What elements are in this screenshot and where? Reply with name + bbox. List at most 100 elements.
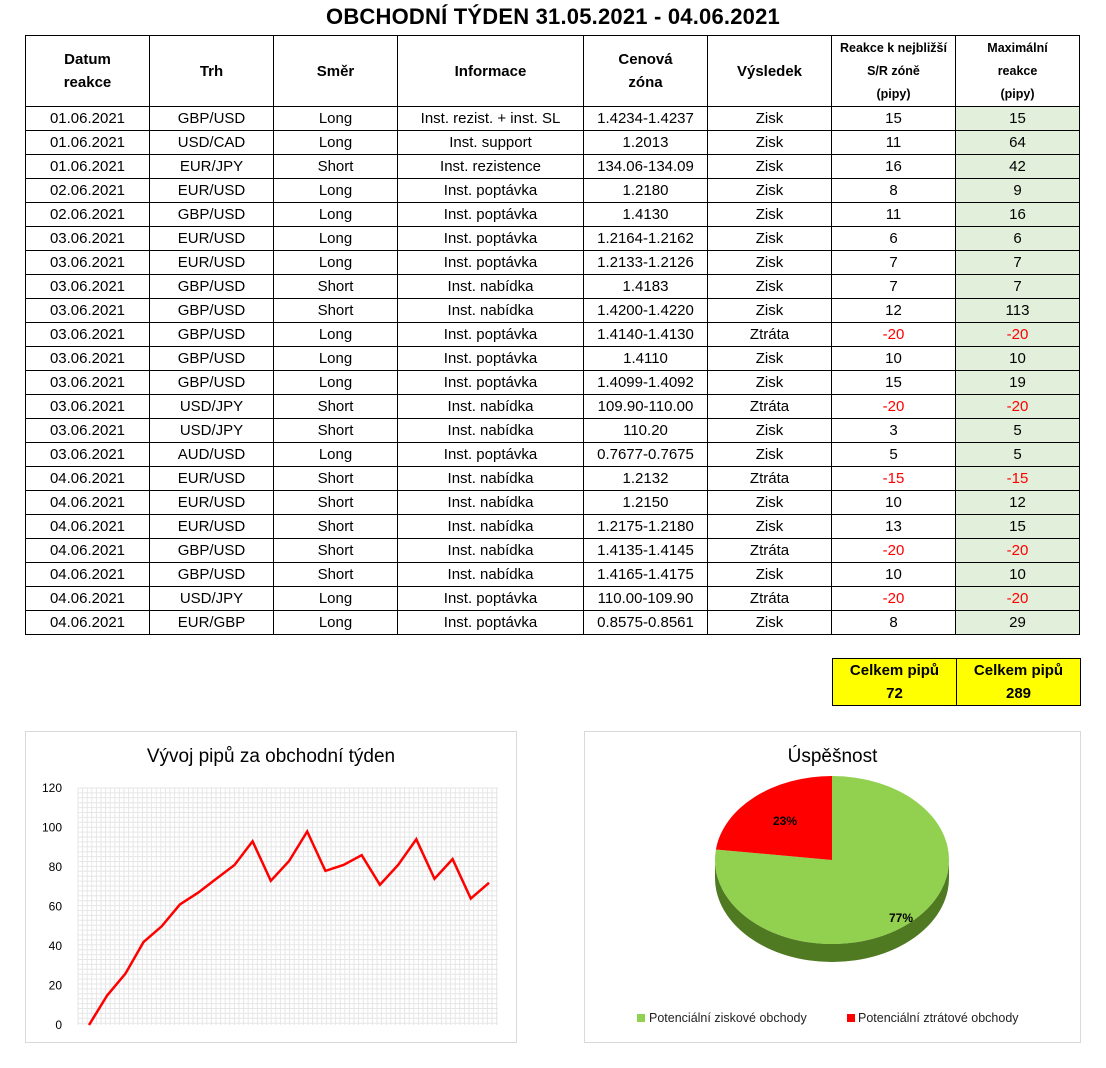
table-row: 01.06.2021 EUR/JPY Short Inst. rezistence 13… — [25, 154, 1080, 179]
table-row: 01.06.2021 USD/CAD Long Inst. support 1.2013… — [25, 130, 1080, 155]
cell-direction: Long — [273, 346, 398, 371]
cell-zone: 1.4099-1.4092 — [583, 370, 708, 395]
cell-direction: Long — [273, 586, 398, 611]
cell-date: 04.06.2021 — [25, 490, 150, 515]
cell-reaction: 10 — [831, 562, 956, 587]
cell-info: Inst. poptávka — [397, 322, 584, 347]
cell-result: Zisk — [707, 610, 832, 635]
cell-reaction: 10 — [831, 346, 956, 371]
cell-zone: 134.06-134.09 — [583, 154, 708, 179]
cell-reaction: 15 — [831, 106, 956, 131]
cell-zone: 1.4130 — [583, 202, 708, 227]
cell-max-reaction: 16 — [955, 202, 1080, 227]
cell-direction: Short — [273, 562, 398, 587]
cell-zone: 109.90-110.00 — [583, 394, 708, 419]
cell-max-reaction: -15 — [955, 466, 1080, 491]
cell-max-reaction: 6 — [955, 226, 1080, 251]
table-row: 01.06.2021 GBP/USD Long Inst. rezist. + ins… — [25, 106, 1080, 131]
cell-reaction: -20 — [831, 322, 956, 347]
cell-info: Inst. nabídka — [397, 466, 584, 491]
cell-market: GBP/USD — [149, 562, 274, 587]
cell-date: 04.06.2021 — [25, 562, 150, 587]
cell-reaction: 6 — [831, 226, 956, 251]
cell-reaction: 11 — [831, 130, 956, 155]
cell-market: USD/CAD — [149, 130, 274, 155]
cell-direction: Long — [273, 322, 398, 347]
cell-reaction: 8 — [831, 610, 956, 635]
y-tick-label: 40 — [49, 939, 63, 953]
header-reaction: Reakce k nejbližší S/R zóně (pipy) — [831, 35, 956, 107]
cell-result: Zisk — [707, 346, 832, 371]
table-row: 03.06.2021 USD/JPY Short Inst. nabídka 110.2… — [25, 418, 1080, 443]
pie-chart-title: Úspěšnost — [787, 746, 878, 767]
cell-zone: 1.2180 — [583, 178, 708, 203]
cell-info: Inst. nabídka — [397, 562, 584, 587]
cell-market: GBP/USD — [149, 538, 274, 563]
cell-date: 04.06.2021 — [25, 610, 150, 635]
cell-max-reaction: -20 — [955, 538, 1080, 563]
cell-direction: Short — [273, 514, 398, 539]
table-row: 03.06.2021 GBP/USD Long Inst. poptávka 1.414… — [25, 322, 1080, 347]
cell-date: 01.06.2021 — [25, 154, 150, 179]
page-title: OBCHODNÍ TÝDEN 31.05.2021 - 04.06.2021 — [326, 4, 780, 29]
cell-result: Zisk — [707, 130, 832, 155]
table-row: 02.06.2021 EUR/USD Long Inst. poptávka 1.218… — [25, 178, 1080, 203]
cell-date: 03.06.2021 — [25, 346, 150, 371]
cell-result: Zisk — [707, 226, 832, 251]
grid — [77, 787, 498, 1025]
cell-info: Inst. nabídka — [397, 274, 584, 299]
cell-result: Zisk — [707, 274, 832, 299]
cell-date: 03.06.2021 — [25, 226, 150, 251]
cell-result: Zisk — [707, 154, 832, 179]
cell-reaction: -20 — [831, 586, 956, 611]
cell-market: EUR/USD — [149, 514, 274, 539]
cell-max-reaction: -20 — [955, 586, 1080, 611]
pie-legend: Potenciální ziskové obchody Potenciální z… — [610, 1002, 1055, 1032]
cell-market: USD/JPY — [149, 394, 274, 419]
cell-date: 04.06.2021 — [25, 538, 150, 563]
cell-reaction: 7 — [831, 274, 956, 299]
cell-max-reaction: 5 — [955, 418, 1080, 443]
table-row: 03.06.2021 AUD/USD Long Inst. poptávka 0.767… — [25, 442, 1080, 467]
cell-date: 01.06.2021 — [25, 106, 150, 131]
cell-zone: 1.4140-1.4130 — [583, 322, 708, 347]
legend-background — [610, 1002, 1055, 1032]
legend-swatch-win — [637, 1014, 645, 1022]
table-row: 04.06.2021 GBP/USD Short Inst. nabídka 1.413… — [25, 538, 1080, 563]
table-header-row: Datum reakce Trh Směr Informace Cenová zón… — [25, 35, 1080, 107]
cell-direction: Long — [273, 202, 398, 227]
cell-market: EUR/GBP — [149, 610, 274, 635]
cell-direction: Short — [273, 274, 398, 299]
cell-market: AUD/USD — [149, 442, 274, 467]
cell-result: Zisk — [707, 298, 832, 323]
cell-direction: Short — [273, 466, 398, 491]
header-max-reaction: Maximální reakce (pipy) — [955, 35, 1080, 107]
header-direction: Směr — [273, 35, 398, 107]
cell-result: Zisk — [707, 178, 832, 203]
cell-zone: 1.4200-1.4220 — [583, 298, 708, 323]
header-date: Datum reakce — [25, 35, 150, 107]
y-tick-label: 120 — [42, 781, 62, 795]
cell-direction: Long — [273, 370, 398, 395]
cell-max-reaction: -20 — [955, 322, 1080, 347]
cell-direction: Short — [273, 154, 398, 179]
cell-reaction: -20 — [831, 394, 956, 419]
pie-chart: 77%23%Potenciální ziskové obchody Potenci… — [610, 776, 1055, 1032]
cell-zone: 0.7677-0.7675 — [583, 442, 708, 467]
cell-direction: Short — [273, 490, 398, 515]
pie-depth — [715, 860, 949, 962]
cell-date: 04.06.2021 — [25, 586, 150, 611]
cell-info: Inst. poptávka — [397, 226, 584, 251]
cell-info: Inst. nabídka — [397, 298, 584, 323]
table-row: 04.06.2021 GBP/USD Short Inst. nabídka 1.416… — [25, 562, 1080, 587]
table-row: 03.06.2021 GBP/USD Long Inst. poptávka 1.409… — [25, 370, 1080, 395]
cell-date: 03.06.2021 — [25, 298, 150, 323]
cell-max-reaction: 7 — [955, 250, 1080, 275]
cell-max-reaction: 5 — [955, 442, 1080, 467]
table-row: 03.06.2021 GBP/USD Short Inst. nabídka 1.420… — [25, 298, 1080, 323]
cell-market: EUR/USD — [149, 178, 274, 203]
cell-info: Inst. nabídka — [397, 514, 584, 539]
cell-zone: 1.2150 — [583, 490, 708, 515]
line-chart-panel: Vývoj pipů za obchodní týden 0 20 40 60 80 10… — [25, 731, 517, 1043]
cell-date: 04.06.2021 — [25, 514, 150, 539]
